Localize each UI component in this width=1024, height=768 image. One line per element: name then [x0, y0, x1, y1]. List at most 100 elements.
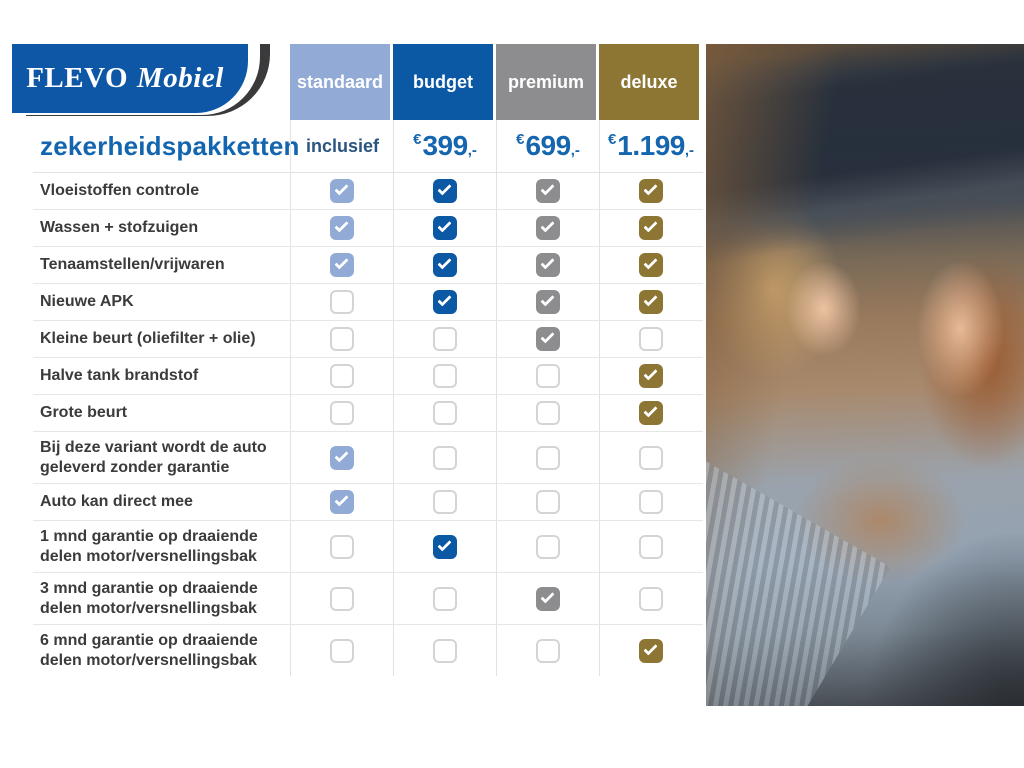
- feature-row: Vloeistoffen controle: [33, 173, 703, 210]
- checkbox-standaard[interactable]: [330, 401, 354, 425]
- feature-row: Halve tank brandstof: [33, 358, 703, 395]
- feature-row: 1 mnd garantie op draaiende delen motor/…: [33, 521, 703, 574]
- checkbox-standaard[interactable]: [330, 364, 354, 388]
- checkbox-premium[interactable]: [536, 216, 560, 240]
- feature-row: 6 mnd garantie op draaiende delen motor/…: [33, 625, 703, 677]
- checkbox-premium[interactable]: [536, 534, 560, 559]
- check-icon: [540, 292, 555, 307]
- checkbox-budget[interactable]: [433, 253, 457, 277]
- checkbox-standaard[interactable]: [330, 534, 354, 559]
- checkbox-standaard[interactable]: [330, 179, 354, 203]
- checkbox-premium[interactable]: [536, 586, 560, 611]
- checkbox-budget[interactable]: [433, 179, 457, 203]
- feature-label: Nieuwe APK: [40, 293, 134, 311]
- checkbox-premium[interactable]: [536, 364, 560, 388]
- price-premium: €699 ,-: [496, 120, 599, 172]
- checkbox-deluxe[interactable]: [639, 179, 663, 203]
- column-header-premium: premium: [496, 44, 599, 120]
- feature-label: Grote beurt: [40, 404, 128, 422]
- package-comparison-table: standaard budget premium deluxe zekerhei…: [33, 44, 703, 677]
- price-row: zekerheidspakketten inclusief €399 ,- €69…: [33, 120, 703, 173]
- checkbox-deluxe[interactable]: [639, 586, 663, 611]
- check-icon: [437, 218, 452, 233]
- checkbox-budget[interactable]: [433, 290, 457, 314]
- euro-symbol: €: [607, 130, 617, 148]
- price-deluxe: €1.199 ,-: [599, 120, 702, 172]
- feature-row: Wassen + stofzuigen: [33, 210, 703, 247]
- feature-label: 1 mnd garantie op draaiende delen motor/…: [40, 528, 258, 565]
- check-icon: [540, 255, 555, 270]
- checkbox-deluxe[interactable]: [639, 216, 663, 240]
- checkbox-premium[interactable]: [536, 327, 560, 351]
- checkbox-deluxe[interactable]: [639, 534, 663, 559]
- checkbox-standaard[interactable]: [330, 490, 354, 515]
- checkbox-deluxe[interactable]: [639, 327, 663, 351]
- checkbox-budget[interactable]: [433, 586, 457, 611]
- checkbox-premium[interactable]: [536, 445, 560, 470]
- checkbox-deluxe[interactable]: [639, 364, 663, 388]
- check-icon: [334, 181, 349, 196]
- feature-label: Vloeistoffen controle: [40, 182, 200, 200]
- checkbox-budget[interactable]: [433, 490, 457, 515]
- checkbox-standaard[interactable]: [330, 290, 354, 314]
- checkbox-deluxe[interactable]: [639, 638, 663, 663]
- price-budget: €399 ,-: [393, 120, 496, 172]
- check-icon: [334, 492, 349, 507]
- feature-label: 6 mnd garantie op draaiende delen motor/…: [40, 632, 258, 669]
- check-icon: [437, 536, 452, 552]
- check-icon: [334, 447, 349, 463]
- checkbox-deluxe[interactable]: [639, 253, 663, 277]
- feature-label: Bij deze variant wordt de auto geleverd …: [40, 439, 267, 476]
- check-icon: [334, 255, 349, 270]
- brand-name-primary: FLEVO: [26, 62, 129, 94]
- check-icon: [540, 218, 555, 233]
- feature-row: Tenaamstellen/vrijwaren: [33, 247, 703, 284]
- checkbox-standaard[interactable]: [330, 253, 354, 277]
- feature-row: Nieuwe APK: [33, 284, 703, 321]
- header-block-deluxe: deluxe: [599, 44, 699, 120]
- title-cell: zekerheidspakketten: [33, 120, 299, 172]
- euro-symbol: €: [413, 130, 422, 148]
- checkbox-premium[interactable]: [536, 253, 560, 277]
- checkbox-deluxe[interactable]: [639, 401, 663, 425]
- header-block-standaard: standaard: [290, 44, 390, 120]
- check-icon: [643, 181, 658, 196]
- checkbox-budget[interactable]: [433, 534, 457, 559]
- checkbox-premium[interactable]: [536, 290, 560, 314]
- checkbox-premium[interactable]: [536, 401, 560, 425]
- feature-label: Auto kan direct mee: [40, 493, 193, 511]
- checkbox-standaard[interactable]: [330, 445, 354, 470]
- brand-name-secondary: Mobiel: [137, 62, 224, 94]
- feature-rows: Vloeistoffen controle Wassen + stofzuigen…: [33, 173, 703, 677]
- checkbox-budget[interactable]: [433, 638, 457, 663]
- checkbox-standaard[interactable]: [330, 586, 354, 611]
- checkbox-deluxe[interactable]: [639, 490, 663, 515]
- checkbox-budget[interactable]: [433, 364, 457, 388]
- checkbox-premium[interactable]: [536, 490, 560, 515]
- check-icon: [643, 255, 658, 270]
- check-icon: [540, 329, 555, 344]
- checkbox-budget[interactable]: [433, 216, 457, 240]
- check-icon: [437, 292, 452, 307]
- check-icon: [540, 181, 555, 196]
- check-icon: [643, 218, 658, 233]
- checkbox-standaard[interactable]: [330, 327, 354, 351]
- checkbox-standaard[interactable]: [330, 638, 354, 663]
- checkbox-standaard[interactable]: [330, 216, 354, 240]
- checkbox-premium[interactable]: [536, 179, 560, 203]
- header-block-budget: budget: [393, 44, 493, 120]
- checkbox-budget[interactable]: [433, 445, 457, 470]
- checkbox-deluxe[interactable]: [639, 290, 663, 314]
- checkbox-budget[interactable]: [433, 401, 457, 425]
- feature-row: Kleine beurt (oliefilter + olie): [33, 321, 703, 358]
- feature-row: Grote beurt: [33, 395, 703, 432]
- checkbox-deluxe[interactable]: [639, 445, 663, 470]
- check-icon: [643, 403, 658, 418]
- checkbox-premium[interactable]: [536, 638, 560, 663]
- column-header-deluxe: deluxe: [599, 44, 702, 120]
- feature-label: Tenaamstellen/vrijwaren: [40, 256, 225, 274]
- checkbox-budget[interactable]: [433, 327, 457, 351]
- price-standaard: inclusief: [290, 120, 393, 172]
- check-icon: [540, 589, 555, 604]
